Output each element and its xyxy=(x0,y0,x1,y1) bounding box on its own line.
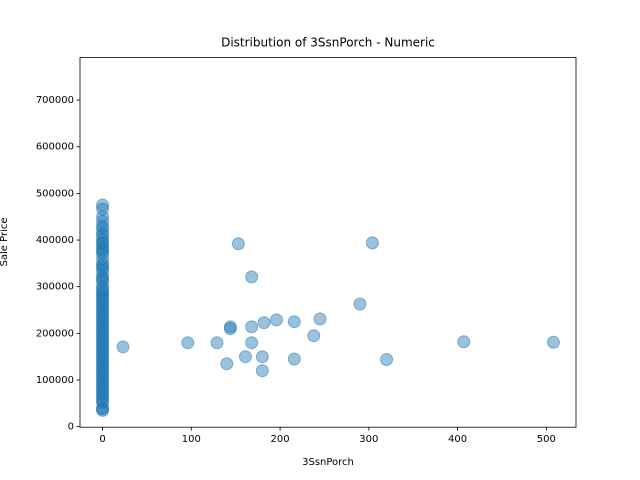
point xyxy=(255,364,269,378)
point xyxy=(245,270,259,284)
point xyxy=(116,340,130,354)
y-axis-label: Sale Price xyxy=(0,218,10,267)
point xyxy=(223,322,237,336)
x-tick-label: 300 xyxy=(359,434,378,445)
point xyxy=(210,336,224,350)
point xyxy=(96,198,110,212)
y-tick-label: 200000 xyxy=(36,328,74,339)
point xyxy=(255,350,269,364)
x-tick-label: 0 xyxy=(99,434,105,445)
point xyxy=(245,336,259,350)
x-tick-label: 100 xyxy=(182,434,201,445)
y-tick-label: 400000 xyxy=(36,235,74,246)
point xyxy=(181,336,195,350)
point xyxy=(245,320,259,334)
plot-frame xyxy=(79,57,577,428)
y-tick-label: 100000 xyxy=(36,375,74,386)
point xyxy=(380,352,394,366)
point xyxy=(287,315,301,329)
point xyxy=(270,313,284,327)
x-tick-label: 500 xyxy=(537,434,556,445)
y-tick-label: 0 xyxy=(68,422,74,433)
point xyxy=(457,335,471,349)
point xyxy=(546,335,560,349)
y-tick-label: 600000 xyxy=(36,142,74,153)
x-axis-label: 3SsnPorch xyxy=(302,457,354,468)
x-tick-label: 200 xyxy=(271,434,290,445)
point xyxy=(353,297,367,311)
point xyxy=(313,312,327,326)
point xyxy=(238,350,252,364)
point xyxy=(287,352,301,366)
point xyxy=(307,329,321,343)
chart-title: Distribution of 3SsnPorch - Numeric xyxy=(221,36,435,50)
point xyxy=(96,202,110,216)
point xyxy=(257,316,271,330)
point xyxy=(96,235,110,249)
y-tick-label: 500000 xyxy=(36,188,74,199)
point xyxy=(231,237,245,251)
x-tick-label: 400 xyxy=(448,434,467,445)
point xyxy=(96,219,110,233)
y-tick-label: 700000 xyxy=(36,95,74,106)
y-tick-label: 300000 xyxy=(36,282,74,293)
point xyxy=(220,357,234,371)
point xyxy=(365,236,379,250)
